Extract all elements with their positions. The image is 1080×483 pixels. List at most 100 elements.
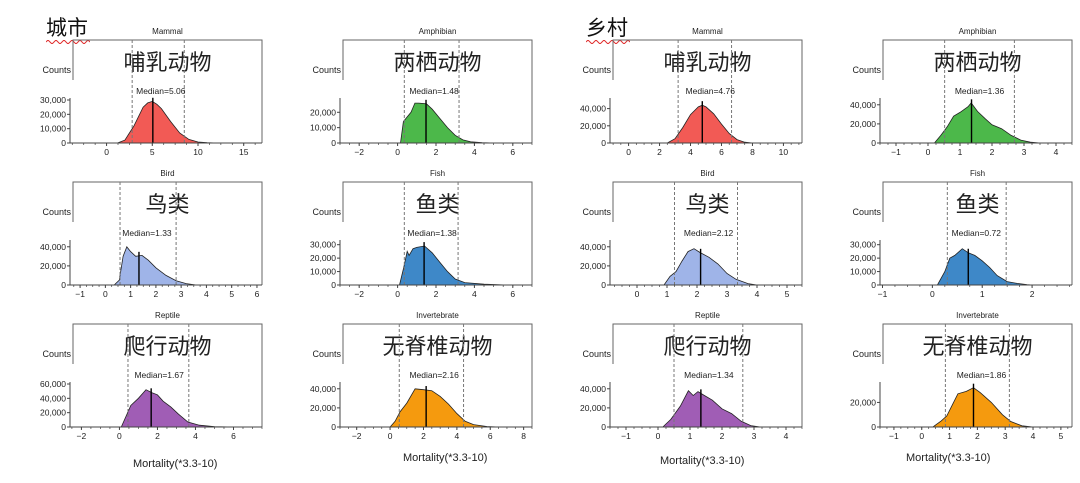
x-tick-label: 2 [695, 289, 700, 299]
y-axis-label: Counts [582, 65, 611, 75]
panel-frame [882, 323, 1073, 427]
y-tick-label: 20,000 [850, 253, 876, 263]
x-tick-label: 2 [990, 147, 995, 157]
panel-title: Fish [970, 169, 985, 178]
y-tick-label: 0 [871, 138, 876, 148]
x-tick-label: 3 [1022, 147, 1027, 157]
x-tick-label: 10 [193, 147, 203, 157]
x-axis-label: Mortality(*3.3-10) [133, 458, 218, 470]
group-label-text: 城市 [46, 16, 88, 40]
x-tick-label: −1 [878, 289, 888, 299]
panel-frame [882, 39, 1073, 143]
x-tick-label: 1 [688, 431, 693, 441]
x-tick-label: 0 [930, 289, 935, 299]
y-axis-label: Counts [312, 349, 341, 359]
y-tick-label: 0 [331, 138, 336, 148]
panel-frame [612, 323, 803, 427]
x-tick-label: 2 [975, 431, 980, 441]
y-tick-label: 0 [61, 138, 66, 148]
panel-title: Amphibian [419, 27, 457, 36]
panel-urban-invertebrate: Invertebrate Counts 无脊椎动物 Median=2.16 0 20,00… [270, 284, 540, 444]
x-tick-label: 2 [434, 289, 439, 299]
y-tick-label: 0 [601, 138, 606, 148]
x-tick-label: 1 [665, 289, 670, 299]
panel-title: Reptile [155, 311, 180, 320]
x-tick-label: −1 [621, 431, 631, 441]
x-tick-label: 5 [1059, 431, 1064, 441]
x-tick-label: −2 [354, 147, 364, 157]
panel-rural-fish: Fish Counts 鱼类 Median=0.72 0 10,000 20,000 30,0… [810, 142, 1080, 302]
panel-title: Invertebrate [416, 311, 459, 320]
median-label: Median=4.76 [686, 86, 736, 96]
group-label-urban: 城市 [46, 16, 90, 44]
panel-frame [882, 181, 1073, 285]
y-tick-label: 0 [871, 280, 876, 290]
y-tick-label: 0 [331, 422, 336, 432]
y-tick-label: 20,000 [310, 107, 336, 117]
distribution-area [120, 389, 234, 428]
y-tick-label: 30,000 [850, 240, 876, 250]
panel-frame [612, 181, 803, 285]
y-tick-label: 20,000 [310, 403, 336, 413]
panel-frame [612, 39, 803, 143]
panel-urban-amphibian: Amphibian Counts 两栖动物 Median=1.48 0 10,000 20,… [270, 0, 540, 160]
spellcheck-squiggle-icon [46, 40, 90, 44]
y-axis-label: Counts [42, 207, 71, 217]
panel-title-cn: 哺乳动物 [663, 51, 751, 76]
x-tick-label: 3 [179, 289, 184, 299]
x-tick-label: 6 [488, 431, 493, 441]
distribution-area [400, 102, 494, 144]
x-tick-label: 2 [720, 431, 725, 441]
x-tick-label: 0 [103, 289, 108, 299]
y-tick-label: 10,000 [40, 124, 66, 134]
histogram-chart: Invertebrate Counts 无脊椎动物 Median=2.16 0 20,00… [310, 311, 533, 441]
histogram-chart: Reptile Counts 爬行动物 Median=1.34 0 20,000 40,00… [580, 311, 803, 441]
x-tick-label: 2 [1030, 289, 1035, 299]
distribution-area [667, 104, 753, 144]
histogram-chart: Bird Counts 鸟类 Median=1.33 0 20,000 40,000 −1 0 1… [40, 169, 263, 299]
distribution-area [663, 248, 758, 286]
y-tick-label: 0 [331, 280, 336, 290]
x-tick-label: 15 [239, 147, 249, 157]
panel-title: Mammal [692, 27, 723, 36]
x-tick-label: 2 [434, 147, 439, 157]
histogram-chart: Bird Counts 鸟类 Median=2.12 0 20,000 40,000 0 1 2 3… [580, 169, 803, 299]
y-tick-label: 20,000 [40, 408, 66, 418]
histogram-chart: Amphibian Counts 两栖动物 Median=1.36 0 20,000 40,… [850, 27, 1073, 157]
y-tick-label: 40,000 [580, 104, 606, 114]
x-tick-label: 2 [421, 431, 426, 441]
x-tick-label: 6 [510, 147, 515, 157]
y-tick-label: 20,000 [850, 119, 876, 129]
x-tick-label: 0 [395, 289, 400, 299]
panel-urban-mammal: Mammal Counts 哺乳动物 Median=5.06 0 10,000 20,000… [0, 0, 270, 160]
x-tick-label: 3 [1003, 431, 1008, 441]
x-tick-label: 1 [947, 431, 952, 441]
y-axis-label: Counts [312, 65, 341, 75]
y-tick-label: 0 [61, 422, 66, 432]
panel-frame [72, 39, 263, 143]
x-tick-label: 6 [255, 289, 260, 299]
y-tick-label: 20,000 [40, 261, 66, 271]
distribution-area [661, 390, 761, 428]
y-tick-label: 30,000 [40, 95, 66, 105]
x-tick-label: −2 [354, 289, 364, 299]
x-axis-label: Mortality(*3.3-10) [403, 452, 488, 464]
x-tick-label: 3 [725, 289, 730, 299]
panel-title-cn: 爬行动物 [663, 335, 751, 360]
panel-title-cn: 两栖动物 [933, 51, 1021, 76]
y-tick-label: 20,000 [580, 261, 606, 271]
x-tick-label: 5 [229, 289, 234, 299]
x-tick-label: 4 [784, 431, 789, 441]
y-tick-label: 40,000 [850, 100, 876, 110]
panel-frame [342, 181, 533, 285]
y-axis-label: Counts [852, 207, 881, 217]
panel-frame [342, 323, 533, 427]
group-label-rural: 乡村 [586, 18, 630, 44]
histogram-chart: Fish Counts 鱼类 Median=1.38 0 10,000 20,000 30,0… [310, 169, 533, 299]
x-tick-label: 4 [688, 147, 693, 157]
x-tick-label: 0 [926, 147, 931, 157]
panel-frame [342, 39, 533, 143]
panel-rural-bird: Bird Counts 鸟类 Median=2.12 0 20,000 40,000 0 1 2 3… [540, 142, 810, 302]
y-tick-label: 20,000 [40, 109, 66, 119]
y-tick-label: 0 [871, 422, 876, 432]
